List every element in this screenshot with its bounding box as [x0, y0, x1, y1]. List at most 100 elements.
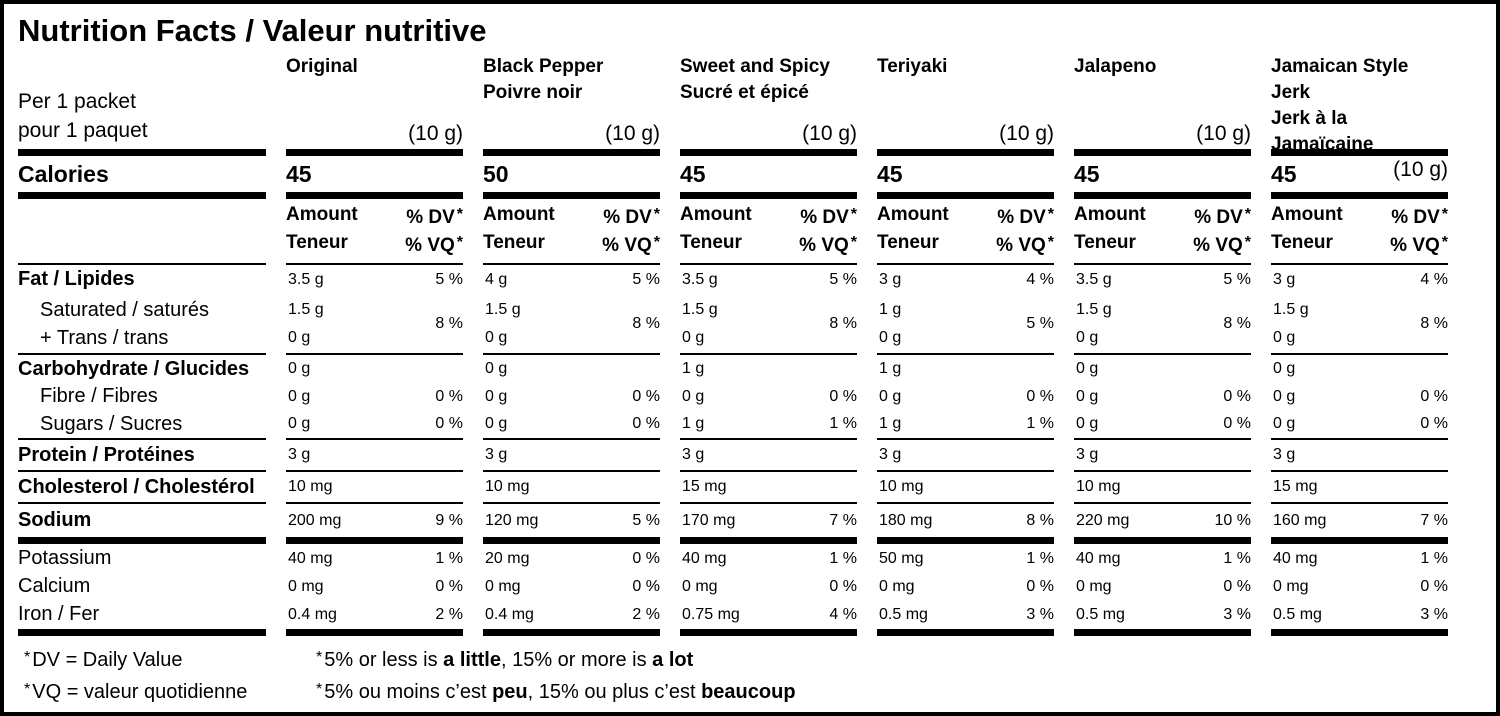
sugars-dv: 1 %: [829, 415, 857, 432]
sodium-dv: 9 %: [435, 511, 463, 529]
sodium-cell: 220 mg 10 %: [1074, 504, 1251, 544]
guidance-en-seg1: 5% or less is: [324, 649, 444, 671]
fibre-amount: 0 g: [288, 387, 311, 405]
iron-dv: 2 %: [435, 605, 463, 623]
iron-dv: 3 %: [1420, 605, 1448, 623]
iron-dv: 3 %: [1026, 605, 1054, 623]
sodium-cell: 200 mg 9 %: [286, 504, 463, 544]
calcium-label: Calcium: [18, 575, 91, 597]
sugars-dv: 0 %: [1223, 415, 1251, 432]
calcium-dv: 0 %: [632, 577, 660, 595]
flavor-name-en: Black Pepper: [483, 56, 604, 77]
saturated-amount: 1.5 g: [1076, 300, 1112, 318]
amount-label-fr: Teneur: [877, 232, 939, 253]
potassium-dv: 1 %: [829, 549, 857, 567]
amount-dv-header-en: Amount % DV *: [877, 202, 1054, 230]
flavor-name-fr: Sucré et épicé: [680, 82, 809, 103]
dv-definition: * DV = Daily Value: [24, 643, 316, 675]
amount-label-en: Amount: [483, 204, 555, 225]
calcium-dv: 0 %: [1223, 577, 1251, 595]
flavor-name: Original: [286, 51, 463, 80]
flavor-name: Black Pepper Poivre noir: [483, 51, 660, 106]
serving-weight: (10 g): [1196, 122, 1251, 145]
column-header-jalapeno: Jalapeno (10 g): [1074, 51, 1251, 156]
protein-amount: 3 g: [682, 446, 705, 463]
saturated-trans-cell: 1.5 g 0 g 8 %: [286, 294, 463, 355]
iron-cell: 0.4 mg 2 %: [286, 600, 463, 636]
saturated-trans-cell: 1.5 g 0 g 8 %: [680, 294, 857, 355]
dv-text-en: % DV: [603, 207, 652, 228]
trans-label: + Trans / trans: [40, 326, 169, 349]
sodium-amount: 220 mg: [1076, 511, 1130, 529]
protein-cell: 3 g: [483, 440, 660, 472]
serving-size-fr: pour 1 paquet: [18, 119, 148, 142]
fat-cell: 3 g 4 %: [877, 265, 1054, 294]
dv-text-en: % DV: [406, 207, 455, 228]
column-header-teriyaki: Teriyaki (10 g): [877, 51, 1054, 156]
cholesterol-amount: 15 mg: [1273, 478, 1318, 495]
calcium-cell: 0 mg 0 %: [286, 573, 463, 600]
sugars-dv: 0 %: [632, 415, 660, 432]
carbohydrate-label: Carbohydrate / Glucides: [18, 357, 250, 380]
footnote-star-icon: *: [1441, 234, 1448, 251]
sodium-amount: 180 mg: [879, 511, 933, 529]
footnote-star-icon: *: [316, 649, 323, 666]
amount-dv-header-fr: Teneur % VQ *: [286, 230, 463, 258]
sodium-cell: 180 mg 8 %: [877, 504, 1054, 544]
flavor-name-fr: Poivre noir: [483, 82, 583, 103]
footnote-star-icon: *: [850, 234, 857, 251]
potassium-dv: 0 %: [632, 549, 660, 567]
footnote-star-icon: *: [24, 649, 31, 666]
sodium-cell: 160 mg 7 %: [1271, 504, 1448, 544]
fat-cell: 3.5 g 5 %: [680, 265, 857, 294]
sodium-amount: 170 mg: [682, 511, 736, 529]
carbohydrate-cell: 0 g: [1074, 355, 1251, 383]
dv-label-en: % DV *: [406, 202, 463, 230]
dv-label-en: % DV *: [800, 202, 857, 230]
dv-label-fr: % VQ *: [1193, 230, 1251, 258]
dv-text-fr: % VQ: [1193, 235, 1243, 256]
column-header-black-pepper: Black Pepper Poivre noir (10 g): [483, 51, 660, 156]
cholesterol-cell: 10 mg: [483, 472, 660, 504]
flavor-name: Jamaican Style Jerk Jerk à la Jamaïcaine: [1271, 51, 1448, 158]
iron-cell: 0.4 mg 2 %: [483, 600, 660, 636]
carbohydrate-cell: 1 g: [877, 355, 1054, 383]
vq-definition-text: VQ = valeur quotidienne: [32, 681, 248, 703]
amount-dv-header-en: Amount % DV *: [286, 202, 463, 230]
calories-value: 45: [1271, 156, 1448, 199]
flavor-name-en: Jalapeno: [1074, 56, 1157, 77]
footnote-star-icon: *: [1047, 234, 1054, 251]
guidance-fr-bold1: peu: [492, 681, 528, 703]
amount-label-fr: Teneur: [286, 232, 348, 253]
dv-definition-text: DV = Daily Value: [32, 649, 183, 671]
dv-text-en: % DV: [800, 207, 849, 228]
fibre-amount: 0 g: [1273, 387, 1296, 405]
cholesterol-amount: 10 mg: [879, 478, 924, 495]
footnote-star-icon: *: [1441, 206, 1448, 223]
cholesterol-amount: 10 mg: [288, 478, 333, 495]
potassium-amount: 20 mg: [485, 549, 530, 567]
fibre-amount: 0 g: [1076, 387, 1099, 405]
amount-dv-header-fr: Teneur % VQ *: [483, 230, 660, 258]
amount-dv-header-en: Amount % DV *: [1271, 202, 1448, 230]
fat-amount: 3.5 g: [682, 270, 718, 288]
protein-cell: 3 g: [877, 440, 1054, 472]
fibre-cell: 0 g 0 %: [877, 383, 1054, 410]
sodium-dv: 10 %: [1214, 511, 1251, 529]
calories-value: 45: [286, 156, 463, 199]
fibre-amount: 0 g: [485, 387, 508, 405]
potassium-label: Potassium: [18, 547, 112, 569]
fat-dv: 4 %: [1420, 270, 1448, 288]
cholesterol-cell: 10 mg: [1074, 472, 1251, 504]
guidance-en-bold2: a lot: [652, 649, 694, 671]
amount-dv-header-en: Amount % DV *: [680, 202, 857, 230]
fat-amount: 4 g: [485, 270, 508, 288]
saturated-trans-amounts: 1.5 g 0 g: [485, 296, 521, 352]
guidance-en-seg2: , 15% or more is: [500, 649, 653, 671]
dv-label-en: % DV *: [997, 202, 1054, 230]
flavor-name: Jalapeno: [1074, 51, 1251, 80]
cholesterol-amount: 10 mg: [485, 478, 530, 495]
calcium-dv: 0 %: [1420, 577, 1448, 595]
saturated-trans-dv: 8 %: [1223, 314, 1251, 332]
saturated-trans-dv: 8 %: [632, 314, 660, 332]
